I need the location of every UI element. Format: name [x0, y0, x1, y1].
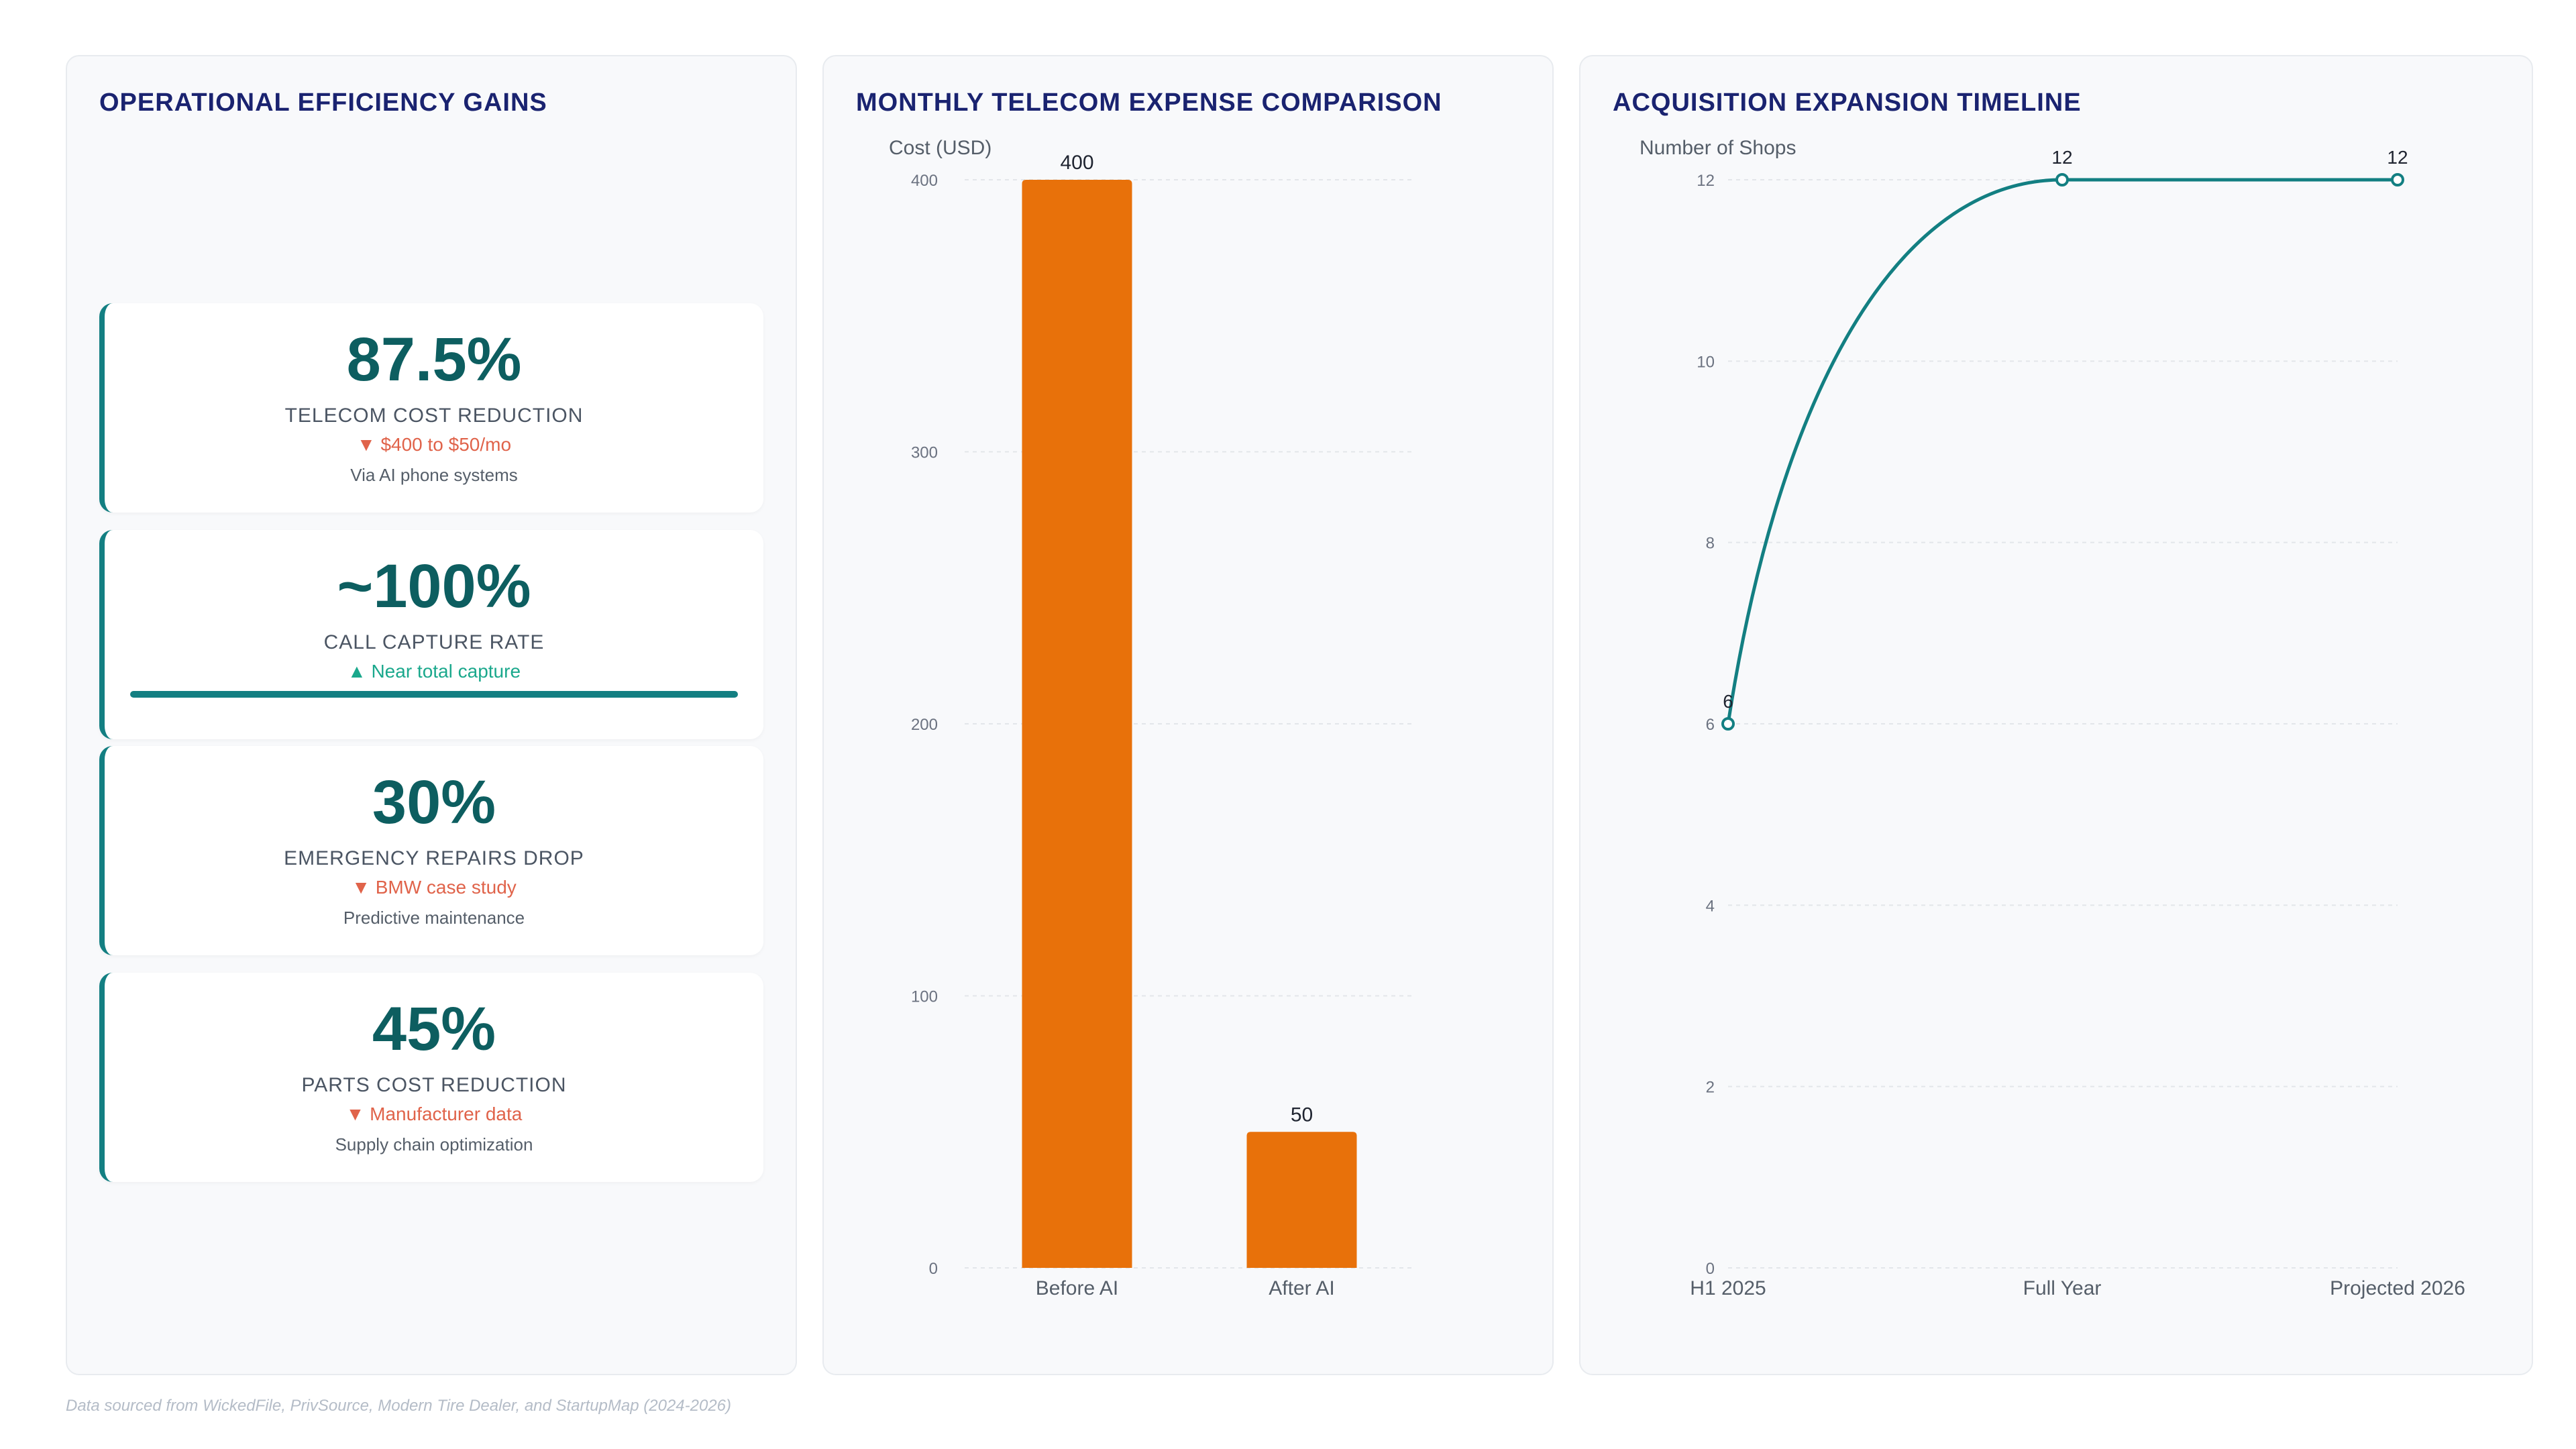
data-point — [2055, 173, 2069, 186]
y-tick-label: 300 — [911, 444, 938, 462]
data-label: 400 — [1060, 152, 1093, 174]
bar — [1246, 1132, 1357, 1268]
data-label: 6 — [1723, 691, 1733, 712]
bar-chart-title: MONTHLY TELECOM EXPENSE COMPARISON — [856, 89, 1442, 117]
y-tick-label: 12 — [1697, 172, 1715, 190]
data-label: 12 — [2051, 147, 2072, 168]
x-tick-label: After AI — [1269, 1277, 1334, 1299]
efficiency-panel: OPERATIONAL EFFICIENCY GAINS 87.5% TELEC… — [66, 55, 797, 1375]
bar — [1022, 180, 1132, 1268]
kpi-value: 45% — [372, 995, 496, 1063]
kpi-change: ▼ BMW case study — [352, 877, 517, 898]
kpi-note: Predictive maintenance — [343, 908, 525, 928]
kpi-card-emergency-repairs: 30% EMERGENCY REPAIRS DROP ▼ BMW case st… — [99, 746, 763, 955]
kpi-label: EMERGENCY REPAIRS DROP — [284, 847, 584, 869]
data-point — [1721, 717, 1735, 731]
y-tick-label: 200 — [911, 716, 938, 734]
data-source-footnote: Data sourced from WickedFile, PrivSource… — [66, 1397, 732, 1415]
kpi-value: ~100% — [337, 552, 531, 621]
telecom-expense-panel: MONTHLY TELECOM EXPENSE COMPARISON Cost … — [822, 55, 1554, 1375]
data-point — [2391, 173, 2404, 186]
y-tick-label: 0 — [929, 1260, 938, 1278]
kpi-change: ▼ $400 to $50/mo — [356, 434, 512, 455]
y-tick-label: 400 — [911, 172, 938, 190]
efficiency-panel-title: OPERATIONAL EFFICIENCY GAINS — [99, 89, 547, 117]
y-tick-label: 8 — [1706, 535, 1715, 553]
kpi-card-parts-cost: 45% PARTS COST REDUCTION ▼ Manufacturer … — [99, 973, 763, 1182]
y-tick-label: 10 — [1697, 353, 1715, 371]
call-capture-progress-bar — [130, 691, 738, 698]
x-tick-label: Projected 2026 — [2330, 1277, 2465, 1299]
data-label: 12 — [2387, 147, 2408, 168]
x-tick-label: Full Year — [2023, 1277, 2102, 1299]
kpi-note: Via AI phone systems — [350, 465, 518, 485]
line-chart-title: ACQUISITION EXPANSION TIMELINE — [1613, 89, 2082, 117]
kpi-card-call-capture: ~100% CALL CAPTURE RATE ▲ Near total cap… — [99, 530, 763, 739]
series-line — [1726, 178, 2398, 724]
y-tick-label: 100 — [911, 988, 938, 1006]
y-axis-label: Number of Shops — [1640, 137, 1796, 159]
x-tick-label: H1 2025 — [1690, 1277, 1766, 1299]
kpi-label: CALL CAPTURE RATE — [323, 631, 545, 653]
kpi-card-telecom: 87.5% TELECOM COST REDUCTION ▼ $400 to $… — [99, 303, 763, 513]
kpi-label: TELECOM COST REDUCTION — [284, 405, 584, 427]
x-tick-label: Before AI — [1036, 1277, 1118, 1299]
kpi-value: 30% — [372, 768, 496, 837]
y-axis-label: Cost (USD) — [889, 137, 991, 159]
kpi-value: 87.5% — [346, 325, 522, 394]
kpi-change: ▲ Near total capture — [347, 661, 521, 682]
y-tick-label: 0 — [1706, 1260, 1715, 1278]
kpi-note: Supply chain optimization — [335, 1134, 533, 1155]
y-tick-label: 6 — [1706, 716, 1715, 734]
kpi-change: ▼ Manufacturer data — [345, 1104, 523, 1124]
kpi-label: PARTS COST REDUCTION — [301, 1074, 567, 1096]
data-label: 50 — [1291, 1104, 1313, 1126]
bar-chart: Cost (USD) 0 100 200 300 400 400 Before AI 50 Aft… — [889, 137, 1414, 1299]
y-tick-label: 2 — [1706, 1079, 1715, 1097]
y-tick-label: 4 — [1706, 897, 1715, 915]
acquisition-panel: ACQUISITION EXPANSION TIMELINE Number of… — [1579, 55, 2533, 1375]
line-chart: Number of Shops 0 2 4 6 8 10 12 6 H1 2025 12 Full Y… — [1640, 137, 2465, 1299]
